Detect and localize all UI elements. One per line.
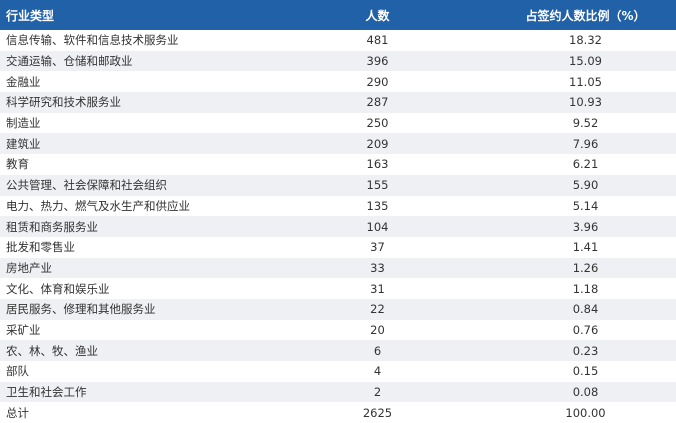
table-cell: 5.14	[572, 198, 599, 213]
table-cell: 教育	[6, 157, 29, 172]
table-cell: 287	[366, 95, 389, 110]
table-cell: 房地产业	[6, 260, 52, 275]
table-cell: 1.26	[572, 260, 599, 275]
table-cell: 209	[366, 136, 389, 151]
table-cell: 0.76	[572, 322, 599, 337]
table-row: 居民服务、修理和其他服务业 22 0.84	[0, 298, 676, 320]
table-cell: 250	[366, 116, 389, 131]
header-cell: 行业类型	[6, 8, 55, 23]
table-cell: 建筑业	[6, 136, 41, 151]
table-row: 电力、热力、燃气及水生产和供应业 135 5.14	[0, 196, 676, 217]
table-cell: 33	[370, 260, 385, 275]
table-cell: 100.00	[565, 405, 606, 420]
table-row: 教育 163 6.21	[0, 154, 676, 175]
table-row: 总计 2625 100.00	[0, 402, 676, 423]
table-cell: 31	[370, 281, 385, 296]
table-cell: 104	[366, 219, 389, 234]
table-cell: 电力、热力、燃气及水生产和供应业	[6, 198, 190, 213]
table-row: 金融业 290 11.05	[0, 71, 676, 92]
table-row: 部队 4 0.15	[0, 361, 676, 382]
table-cell: 2625	[362, 405, 393, 420]
table-row: 交通运输、仓储和邮政业 396 15.09	[0, 50, 676, 72]
table-cell: 科学研究和技术服务业	[6, 95, 121, 110]
table-cell: 0.84	[572, 302, 599, 317]
table-cell: 11.05	[569, 74, 602, 89]
table-cell: 155	[366, 178, 389, 193]
table-cell: 租赁和商务服务业	[6, 219, 98, 234]
table-cell: 15.09	[569, 54, 602, 69]
table-cell: 9.52	[572, 116, 599, 131]
table-cell: 37	[370, 240, 385, 255]
table-cell: 1.41	[572, 240, 599, 255]
table-cell: 信息传输、软件和信息技术服务业	[6, 33, 179, 48]
table-row: 批发和零售业 37 1.41	[0, 237, 676, 258]
table-cell: 制造业	[6, 116, 41, 131]
table-cell: 金融业	[6, 74, 41, 89]
table-cell: 总计	[6, 405, 29, 420]
table-cell: 290	[366, 74, 389, 89]
table-cell: 公共管理、社会保障和社会组织	[6, 178, 167, 193]
table-row: 信息传输、软件和信息技术服务业 481 18.32	[0, 30, 676, 51]
table-cell: 22	[370, 302, 385, 317]
table-cell: 5.90	[572, 178, 599, 193]
table-row: 建筑业 209 7.96	[0, 133, 676, 155]
table-row: 采矿业 20 0.76	[0, 320, 676, 341]
table-header: 行业类型 人数 占签约人数比例（%）	[0, 0, 676, 30]
table-row: 科学研究和技术服务业 287 10.93	[0, 92, 676, 113]
table-row: 卫生和社会工作 2 0.08	[0, 381, 676, 403]
table-row: 制造业 250 9.52	[0, 113, 676, 134]
table-cell: 0.08	[572, 385, 599, 400]
table-row: 文化、体育和娱乐业 31 1.18	[0, 278, 676, 299]
header-cell: 占签约人数比例（%）	[525, 8, 646, 23]
table-cell: 居民服务、修理和其他服务业	[6, 302, 156, 317]
table-cell: 135	[366, 198, 389, 213]
table-cell: 6	[373, 343, 382, 358]
table-cell: 4	[373, 364, 382, 379]
table-cell: 481	[366, 33, 389, 48]
table-cell: 批发和零售业	[6, 240, 75, 255]
table-cell: 10.93	[569, 95, 602, 110]
table-cell: 7.96	[572, 136, 599, 151]
table-cell: 2	[373, 385, 382, 400]
table-cell: 3.96	[572, 219, 599, 234]
table-row: 房地产业 33 1.26	[0, 257, 676, 279]
table-cell: 18.32	[569, 33, 602, 48]
table-cell: 文化、体育和娱乐业	[6, 281, 110, 296]
table-row: 公共管理、社会保障和社会组织 155 5.90	[0, 174, 676, 196]
table-cell: 农、林、牧、渔业	[6, 343, 98, 358]
table-cell: 6.21	[572, 157, 599, 172]
table-cell: 部队	[6, 364, 29, 379]
table-row: 租赁和商务服务业 104 3.96	[0, 216, 676, 237]
table-cell: 396	[366, 54, 389, 69]
table-cell: 采矿业	[6, 322, 41, 337]
table-cell: 交通运输、仓储和邮政业	[6, 54, 133, 69]
table-row: 农、林、牧、渔业 6 0.23	[0, 340, 676, 361]
header-cell: 人数	[365, 8, 390, 23]
table-cell: 163	[366, 157, 389, 172]
table-cell: 20	[370, 322, 385, 337]
table-cell: 卫生和社会工作	[6, 385, 87, 400]
table-cell: 0.23	[572, 343, 599, 358]
table-cell: 0.15	[572, 364, 599, 379]
table-cell: 1.18	[572, 281, 599, 296]
